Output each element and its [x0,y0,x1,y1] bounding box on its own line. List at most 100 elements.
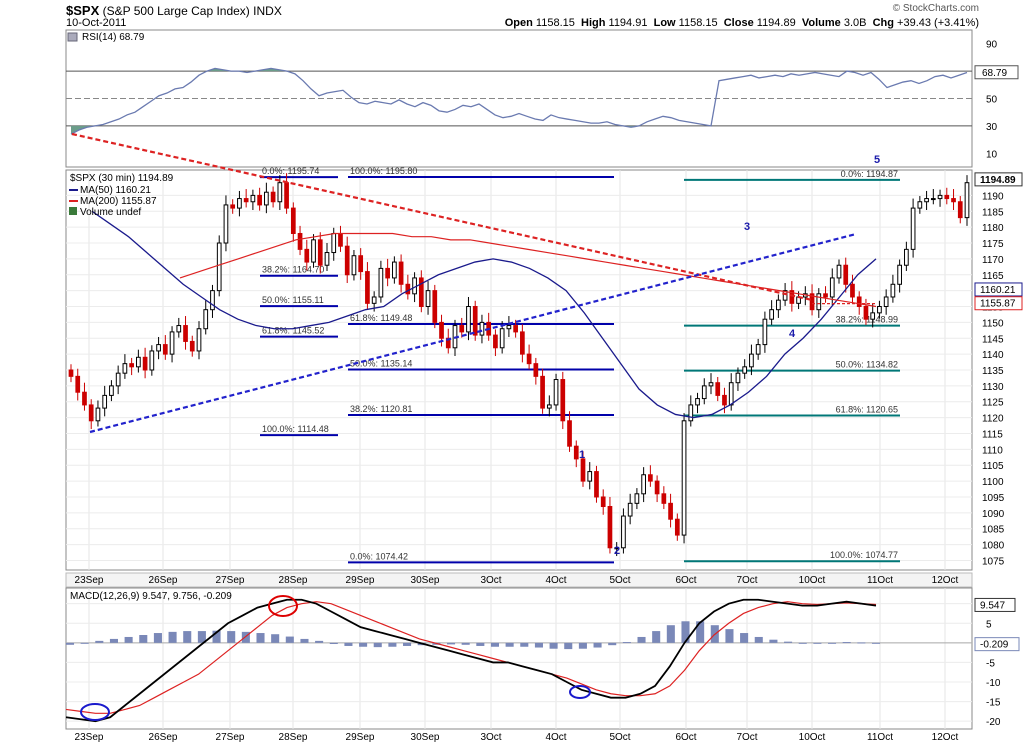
candle-body [122,363,128,374]
volume-legend-icon [69,207,77,215]
candle-body [324,252,330,266]
candle-body [573,445,579,460]
macd-histogram-bar [373,642,382,648]
candle-body [432,290,438,323]
price-y-tick: 1105 [982,461,1004,472]
candle-body [82,391,87,406]
price-y-tick: 1080 [982,541,1005,552]
price-y-tick: 1130 [982,382,1004,393]
fib-level-label: 100.0%: 1074.77 [830,550,898,560]
quote-chg: +39.43 (+3.41%) [897,17,979,29]
candle-body [75,375,81,393]
candle-body [728,382,734,406]
quote-volume: 3.0B [843,17,867,29]
macd-x-tick: 23Sep [75,732,104,743]
ma200-legend: MA(200) 1155.87 [80,196,157,207]
price-last-value: 1155.87 [980,299,1016,310]
fib-level-label: 50.0%: 1134.82 [836,360,898,370]
price-last-box [974,172,1023,187]
macd-histogram-bar [784,641,793,643]
candle-body [951,198,956,203]
candle-body [237,198,242,209]
price-y-tick: 1090 [982,509,1005,520]
candle-body [850,283,855,298]
macd-histogram-bar [578,642,587,649]
price-y-tick: 1075 [982,556,1005,567]
brand-credit: © StockCharts.com [892,3,979,14]
candle-body [203,309,209,330]
candle-body [540,375,545,409]
wave-label: 4 [789,328,796,340]
macd-histogram-bar [828,642,837,644]
rsi-y-tick: 30 [986,122,998,133]
candle-body [513,325,518,333]
candle-body [223,204,229,244]
candle-body [661,493,667,504]
macd-histogram-bar [359,642,368,647]
candle-body [183,325,188,342]
macd-histogram-bar [183,631,192,643]
candle-body [331,232,337,254]
candle-body [439,321,444,339]
candle-body [216,242,222,292]
candle-body [688,404,694,422]
macd-panel [65,587,973,730]
candle-body [580,458,586,482]
candle-body [142,356,148,371]
macd-histogram-bar [300,638,309,643]
candle-body [264,191,269,206]
uptrend-line [89,232,857,434]
candle-body [95,407,101,422]
macd-histogram-bar [622,642,631,644]
candle-body [863,306,869,320]
candle-body [526,353,532,365]
price-y-tick: 1110 [982,445,1003,456]
macd-x-tick: 7Oct [736,732,757,743]
macd-cross-circle [268,595,298,617]
candle-body [398,261,404,285]
candle-body [136,356,141,368]
candle-body [937,194,943,200]
macd-histogram-bar [139,635,148,643]
macd-histogram-bar [153,633,162,643]
candle-body [210,290,215,311]
candle-body [250,194,256,203]
candle-body [776,299,781,311]
candle-body [668,502,673,520]
candle-body [129,363,134,368]
candle-body [701,385,707,400]
candle-body [890,283,896,298]
macd-y-tick: -10 [986,678,1001,689]
price-last-box [974,296,1023,311]
macd-histogram-bar [241,631,250,643]
candle-body [358,255,364,273]
macd-x-tick: 10Oct [799,732,826,743]
candle-body [499,328,505,349]
price-y-tick: 1115 [982,429,1003,440]
macd-histogram-bar [227,631,236,643]
candle-body [883,296,889,308]
fib-level-label: 50.0%: 1135.14 [350,359,412,369]
wave-label: 2 [614,545,620,557]
candle-body [607,506,613,549]
fib-level-label: 61.8%: 1149.48 [350,313,412,323]
rsi-oversold-fill [71,125,79,135]
fib-level-label: 100.0%: 1114.48 [262,424,329,434]
quote-open: 1158.15 [535,17,575,29]
candle-body [708,382,714,387]
macd-x-tick: 5Oct [609,732,630,743]
date-axis-band [65,572,973,588]
candle-body [445,337,451,349]
candle-body [459,325,465,333]
macd-x-tick: 6Oct [675,732,696,743]
candle-body [257,194,262,206]
candle-body [371,296,377,304]
candle-body [654,480,660,495]
macd-histogram-bar [549,642,558,649]
ma50-line [91,210,877,419]
macd-histogram-bar [446,642,456,645]
candle-body [762,318,768,346]
date-axis-label: 3Oct [480,575,501,586]
macd-histogram-bar [637,636,646,643]
macd-histogram-bar [696,621,705,643]
